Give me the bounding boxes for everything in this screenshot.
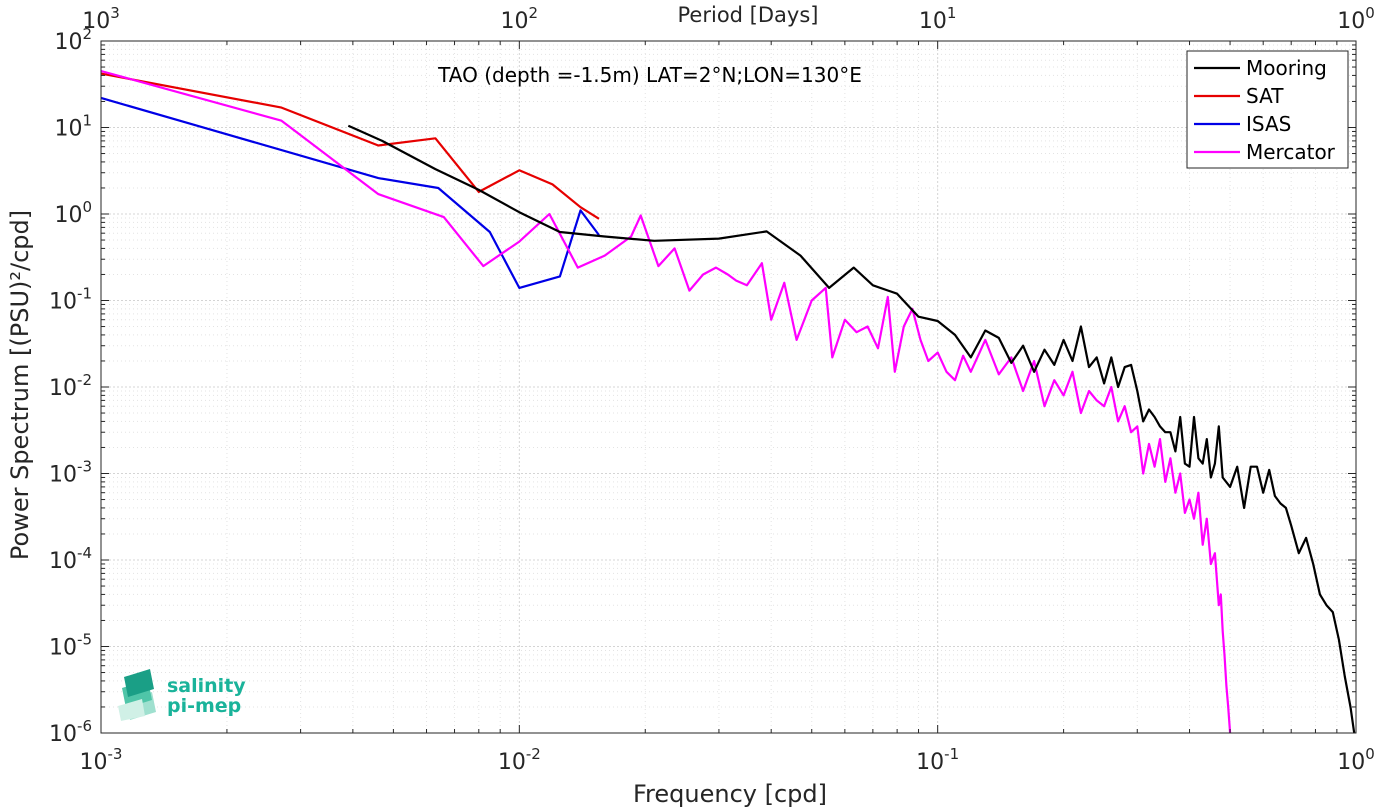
logo: salinity pi-mep bbox=[118, 669, 246, 721]
logo-text-pi-mep: pi-mep bbox=[167, 695, 241, 717]
y-axis-label: Power Spectrum [(PSU)²/cpd] bbox=[6, 210, 34, 560]
series-line-mooring bbox=[347, 124, 1356, 734]
series-line-isas bbox=[100, 96, 600, 289]
top-axis-label: Period [Days] bbox=[678, 3, 819, 27]
series-line-mercator bbox=[100, 69, 1232, 734]
y-tick-label: 10-6 bbox=[49, 717, 92, 747]
legend-label-sat: SAT bbox=[1246, 84, 1284, 108]
legend: Mooring SAT ISAS Mercator bbox=[1186, 50, 1349, 169]
y-tick-label: 10-2 bbox=[49, 371, 92, 401]
series-layer bbox=[100, 69, 1356, 734]
x-axis-label: Frequency [cpd] bbox=[633, 780, 827, 808]
chart-title: TAO (depth =-1.5m) LAT=2°N;LON=130°E bbox=[437, 63, 862, 87]
legend-label-isas: ISAS bbox=[1246, 112, 1291, 136]
top-tick-label: 103 bbox=[82, 4, 120, 34]
logo-icon bbox=[118, 669, 156, 721]
logo-text-salinity: salinity bbox=[167, 675, 246, 697]
y-tick-label: 10-5 bbox=[49, 631, 92, 661]
legend-label-mooring: Mooring bbox=[1246, 56, 1327, 80]
legend-label-mercator: Mercator bbox=[1246, 140, 1336, 164]
tick-marks bbox=[100, 40, 1357, 734]
series-line-sat bbox=[100, 72, 600, 220]
legend-box bbox=[1186, 50, 1349, 169]
minor-grid bbox=[101, 41, 1356, 733]
